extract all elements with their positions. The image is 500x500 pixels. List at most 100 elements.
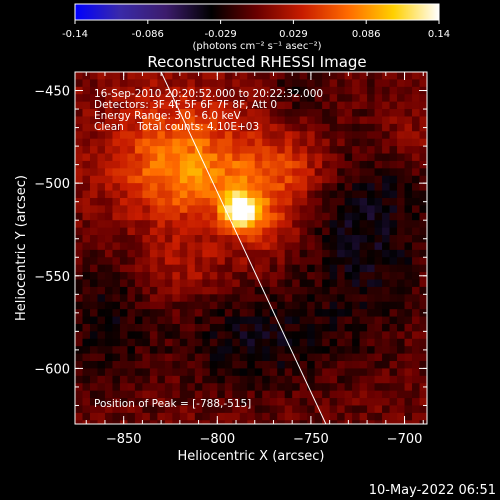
heatmap-cell — [329, 168, 338, 177]
heatmap-cell — [104, 286, 113, 295]
heatmap-cell — [389, 160, 398, 169]
heatmap-cell — [112, 390, 121, 399]
heatmap-cell — [314, 272, 323, 280]
heatmap-cell — [412, 183, 420, 191]
heatmap-cell — [217, 220, 226, 229]
heatmap-cell — [292, 353, 301, 362]
heatmap-cell — [82, 375, 91, 384]
heatmap-cell — [389, 420, 398, 424]
heatmap-cell — [299, 331, 308, 340]
heatmap-cell — [112, 94, 121, 103]
heatmap-cell — [134, 131, 143, 140]
heatmap-cell — [247, 420, 256, 424]
heatmap-cell — [359, 197, 368, 206]
heatmap-cell — [119, 160, 128, 169]
heatmap-cell — [374, 390, 383, 399]
heatmap-cell — [179, 353, 188, 362]
heatmap-cell — [397, 79, 405, 88]
heatmap-cell — [404, 286, 413, 295]
heatmap-cell — [352, 309, 360, 317]
heatmap-cell — [322, 316, 331, 325]
heatmap-cell — [374, 420, 383, 424]
heatmap-cell — [187, 146, 196, 154]
heatmap-cell — [142, 101, 151, 110]
heatmap-cell — [119, 279, 128, 288]
heatmap-cell — [179, 294, 188, 303]
heatmap-cell — [217, 190, 226, 199]
heatmap-cell — [232, 79, 241, 88]
heatmap-cell — [254, 331, 263, 340]
heatmap-cell — [134, 101, 143, 110]
heatmap-cell — [142, 301, 151, 310]
heatmap-cell — [284, 264, 293, 273]
heatmap-cell — [202, 412, 211, 421]
heatmap-cell — [292, 212, 301, 221]
heatmap-cell — [179, 405, 188, 414]
heatmap-cell — [389, 109, 398, 117]
heatmap-cell — [179, 309, 188, 317]
heatmap-cell — [389, 279, 398, 288]
heatmap-cell — [127, 235, 136, 243]
heatmap-cell — [344, 301, 353, 310]
heatmap-cell — [352, 79, 360, 88]
heatmap-cell — [299, 86, 308, 95]
heatmap-cell — [247, 131, 256, 140]
heatmap-cell — [367, 346, 375, 354]
heatmap-cell — [329, 72, 338, 80]
heatmap-cell — [307, 257, 316, 266]
heatmap-cell — [389, 346, 398, 354]
heatmap-cell — [149, 331, 158, 340]
heatmap-cell — [329, 205, 338, 214]
heatmap-cell — [277, 346, 286, 354]
heatmap-cell — [172, 361, 181, 369]
heatmap-cell — [352, 383, 360, 392]
heatmap-cell — [389, 175, 398, 184]
heatmap-cell — [217, 390, 226, 399]
heatmap-cell — [314, 301, 323, 310]
heatmap-cell — [224, 279, 233, 288]
heatmap-cell — [269, 323, 278, 332]
heatmap-cell — [307, 86, 316, 95]
heatmap-cell — [232, 383, 241, 392]
heatmap-cell — [284, 331, 293, 340]
heatmap-cell — [179, 235, 188, 243]
heatmap-cell — [104, 146, 113, 154]
heatmap-cell — [104, 131, 113, 140]
heatmap-cell — [127, 368, 136, 377]
heatmap-cell — [314, 264, 323, 273]
heatmap-cell — [82, 168, 91, 177]
heatmap-cell — [187, 412, 196, 421]
heatmap-cell — [382, 86, 390, 95]
heatmap-cell — [194, 249, 203, 258]
heatmap-cell — [337, 212, 346, 221]
heatmap-cell — [292, 101, 301, 110]
heatmap-cell — [269, 79, 278, 88]
heatmap-cell — [157, 205, 166, 214]
heatmap-cell — [112, 383, 121, 392]
heatmap-cell — [134, 138, 143, 147]
heatmap-cell — [164, 257, 173, 266]
heatmap-cell — [337, 390, 346, 399]
heatmap-cell — [209, 301, 218, 310]
heatmap-cell — [232, 264, 241, 273]
heatmap-cell — [202, 227, 211, 236]
heatmap-cell — [142, 175, 151, 184]
heatmap-cell — [194, 235, 203, 243]
heatmap-cell — [314, 146, 323, 154]
heatmap-cell — [75, 183, 83, 191]
heatmap-cell — [239, 405, 248, 414]
heatmap-cell — [82, 346, 91, 354]
heatmap-cell — [164, 398, 173, 406]
heatmap-cell — [89, 146, 98, 154]
heatmap-cell — [194, 168, 203, 177]
heatmap-cell — [142, 86, 151, 95]
heatmap-cell — [397, 420, 405, 424]
heatmap-cell — [404, 190, 413, 199]
heatmap-cell — [344, 212, 353, 221]
heatmap-cell — [127, 264, 136, 273]
heatmap-cell — [157, 264, 166, 273]
heatmap-cell — [149, 138, 158, 147]
heatmap-cell — [277, 375, 286, 384]
heatmap-cell — [322, 383, 331, 392]
heatmap-cell — [164, 116, 173, 125]
